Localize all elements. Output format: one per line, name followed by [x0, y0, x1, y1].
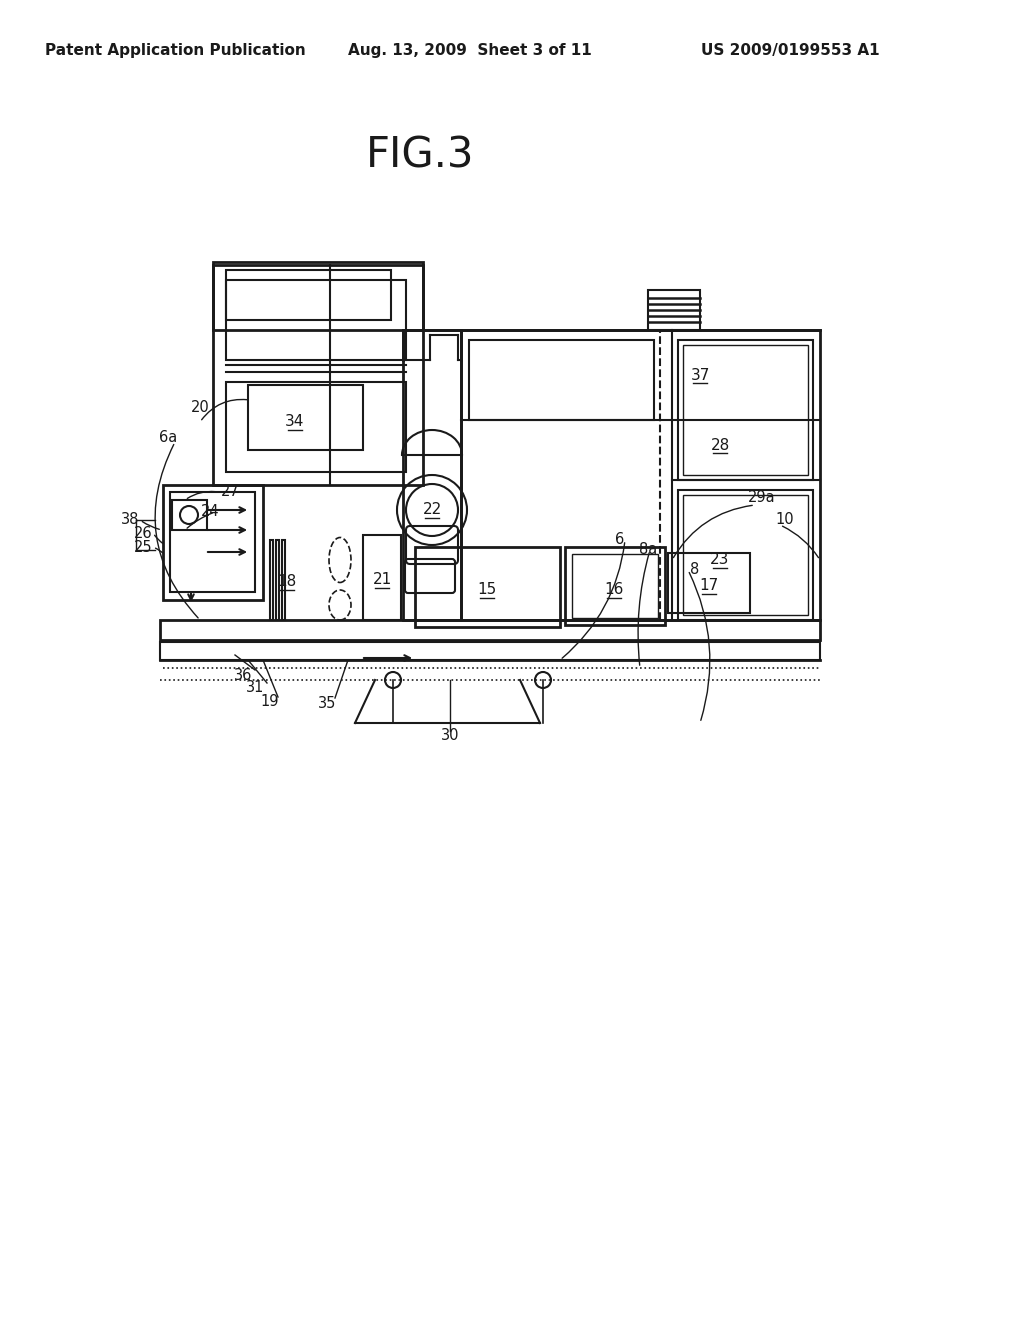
Text: 28: 28	[711, 437, 730, 453]
Bar	[678, 341, 813, 480]
Bar	[172, 500, 207, 531]
Text: 24: 24	[201, 504, 219, 520]
Bar	[226, 280, 406, 360]
Text: 38: 38	[121, 512, 139, 528]
Text: 30: 30	[440, 729, 459, 743]
Bar	[170, 492, 255, 591]
Bar	[226, 271, 391, 319]
Bar	[160, 642, 820, 660]
Bar	[163, 484, 263, 601]
Bar	[213, 261, 423, 330]
Bar	[683, 345, 808, 475]
Bar	[248, 385, 362, 450]
Text: 19: 19	[261, 694, 280, 710]
Text: 27: 27	[220, 484, 240, 499]
Text: 37: 37	[690, 367, 710, 383]
Bar	[678, 490, 813, 620]
Text: 34: 34	[286, 414, 305, 429]
Text: 31: 31	[246, 681, 264, 696]
Text: Patent Application Publication: Patent Application Publication	[45, 42, 305, 58]
Bar	[276, 540, 279, 620]
Text: Aug. 13, 2009  Sheet 3 of 11: Aug. 13, 2009 Sheet 3 of 11	[348, 42, 592, 58]
Text: 8a: 8a	[639, 543, 657, 557]
Text: 23: 23	[711, 553, 730, 568]
Text: 15: 15	[477, 582, 497, 598]
Bar	[572, 554, 658, 618]
Text: 29a: 29a	[749, 491, 776, 506]
Bar	[565, 546, 665, 624]
Text: 6a: 6a	[159, 430, 177, 446]
Bar	[226, 381, 406, 473]
Bar	[668, 553, 750, 612]
Text: 17: 17	[699, 578, 719, 594]
Text: 35: 35	[317, 696, 336, 710]
Text: 20: 20	[190, 400, 209, 416]
Text: 18: 18	[278, 574, 297, 590]
Bar	[270, 540, 273, 620]
Text: 36: 36	[233, 668, 252, 682]
Text: 6: 6	[615, 532, 625, 548]
Text: 10: 10	[776, 512, 795, 528]
Text: 8: 8	[690, 562, 699, 578]
Bar	[362, 535, 401, 620]
Text: 21: 21	[373, 573, 391, 587]
Bar	[415, 546, 560, 627]
Bar	[160, 620, 820, 640]
Bar	[461, 330, 820, 620]
Text: 26: 26	[134, 525, 153, 540]
Bar	[403, 330, 461, 620]
Bar	[469, 341, 654, 420]
Bar	[213, 265, 423, 484]
Bar	[282, 540, 285, 620]
Text: 25: 25	[134, 540, 153, 554]
Text: 16: 16	[604, 582, 624, 598]
Text: 22: 22	[422, 503, 441, 517]
Bar	[648, 290, 700, 330]
Bar	[683, 495, 808, 615]
Text: FIG.3: FIG.3	[366, 135, 474, 176]
Text: US 2009/0199553 A1: US 2009/0199553 A1	[700, 42, 880, 58]
